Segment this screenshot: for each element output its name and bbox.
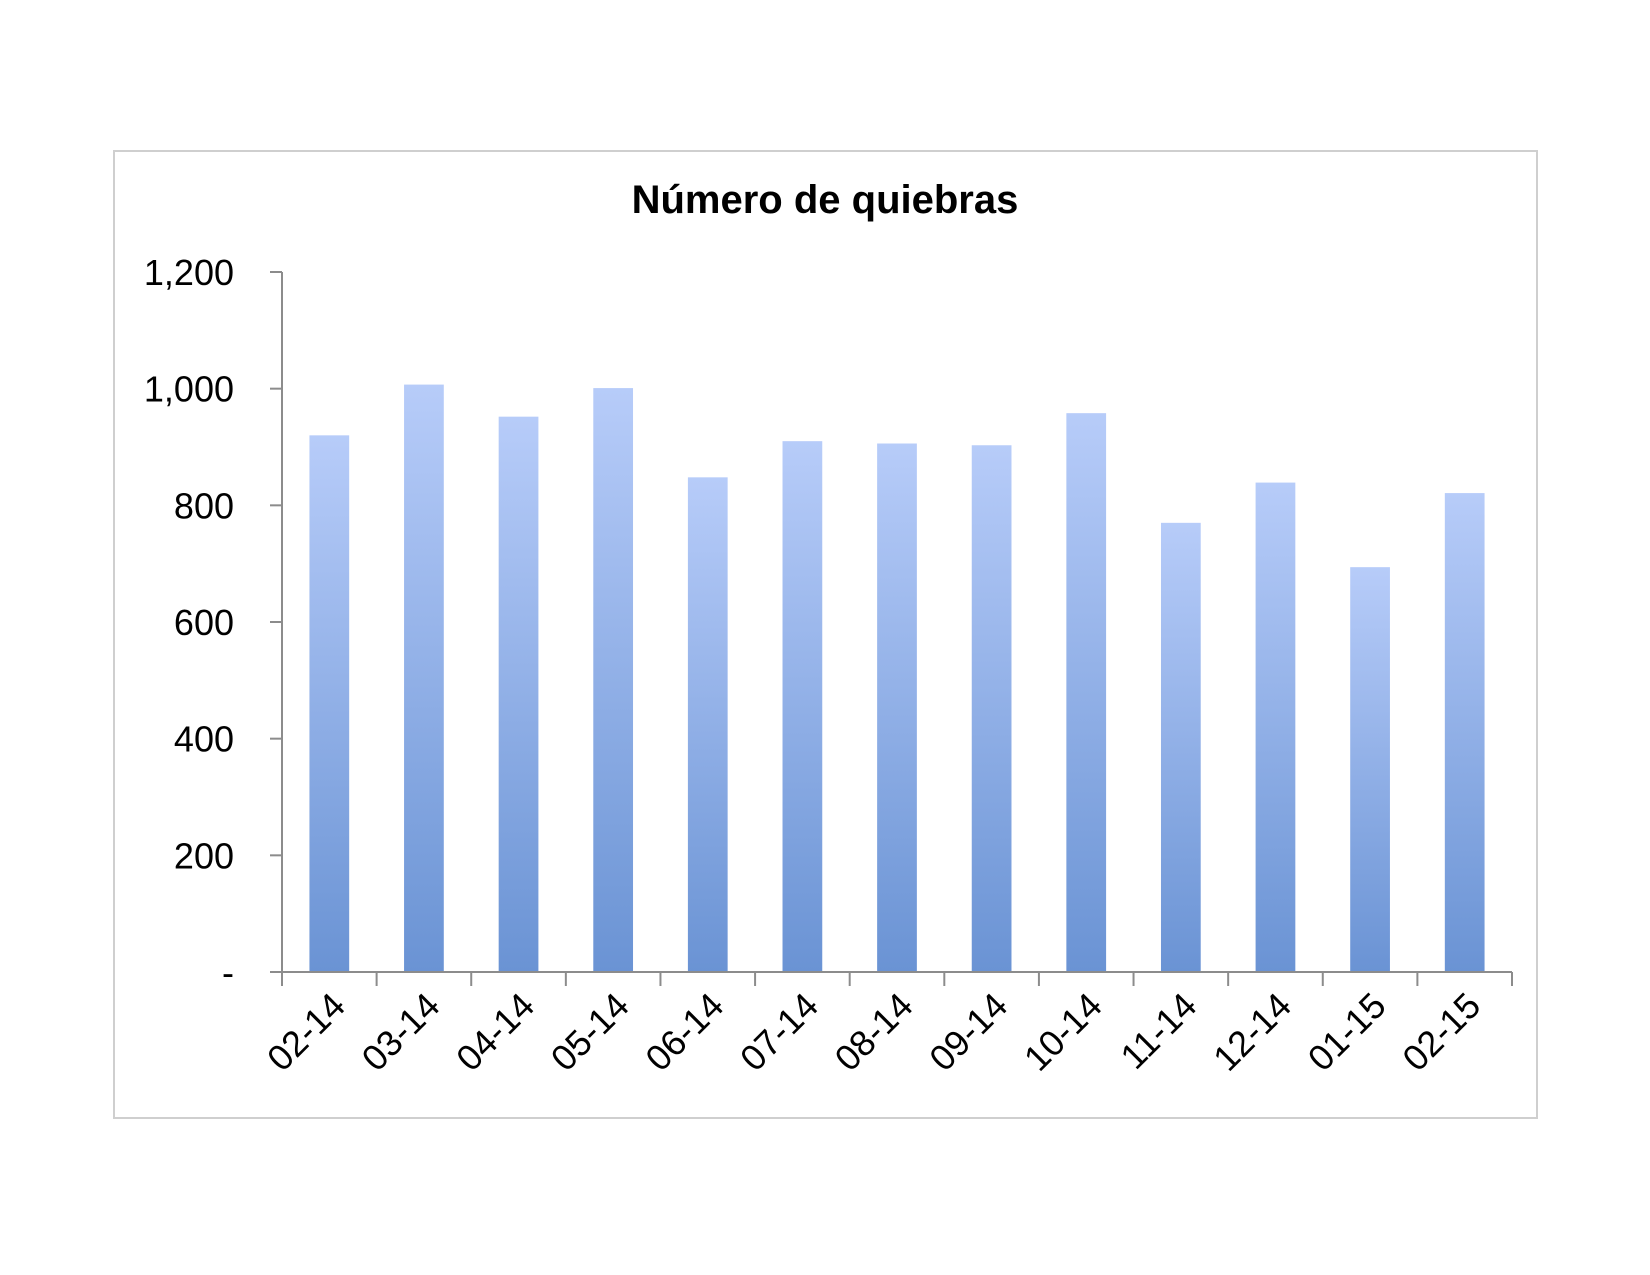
bar-05-14 [593,388,634,972]
chart-frame [113,150,1538,1119]
bars-layer [309,384,1485,973]
bar-08-14 [877,443,917,972]
y-tick-label: 200 [174,835,234,876]
chart-title: Número de quiebras [631,178,1019,222]
bar-12-14 [1255,482,1296,972]
x-tick-label: 06-14 [637,985,731,1079]
y-tick-label: - [222,952,234,993]
y-tick-label: 1,200 [144,252,234,293]
bar-01-15 [1350,567,1390,972]
axis-layer [270,271,1513,986]
y-tick-label: 400 [174,719,234,760]
x-tick-label: 09-14 [921,985,1015,1079]
x-tick-label: 02-15 [1394,985,1488,1079]
x-tick-label: 02-14 [259,985,353,1079]
x-tick-label: 01-15 [1300,985,1394,1079]
y-tick-labels: - 200 400 600 800 1,000 1,200 [144,252,234,993]
bar-06-14 [687,477,728,972]
x-tick-label: 03-14 [353,985,447,1079]
x-tick-label: 04-14 [448,985,542,1079]
x-tick-labels: 02-14 03-14 04-14 05-14 06-14 07-14 08-14 09-14… [259,985,1488,1079]
x-tick-label: 07-14 [732,985,826,1079]
bar-02-14 [309,435,350,972]
bar-03-14 [404,384,444,972]
y-tick-label: 600 [174,602,234,643]
x-tick-label: 12-14 [1205,985,1299,1079]
y-tick-label: 800 [174,485,234,526]
bar-02-15 [1444,493,1485,972]
y-tick-label: 1,000 [144,369,234,410]
bar-09-14 [971,445,1012,972]
bar-07-14 [782,441,823,973]
x-tick-label: 05-14 [543,985,637,1079]
x-tick-label: 10-14 [1016,985,1110,1079]
x-tick-label: 08-14 [827,985,921,1079]
bar-10-14 [1066,413,1107,973]
bar-11-14 [1160,522,1201,972]
x-tick-label: 11-14 [1112,985,1204,1077]
bar-04-14 [498,416,539,973]
